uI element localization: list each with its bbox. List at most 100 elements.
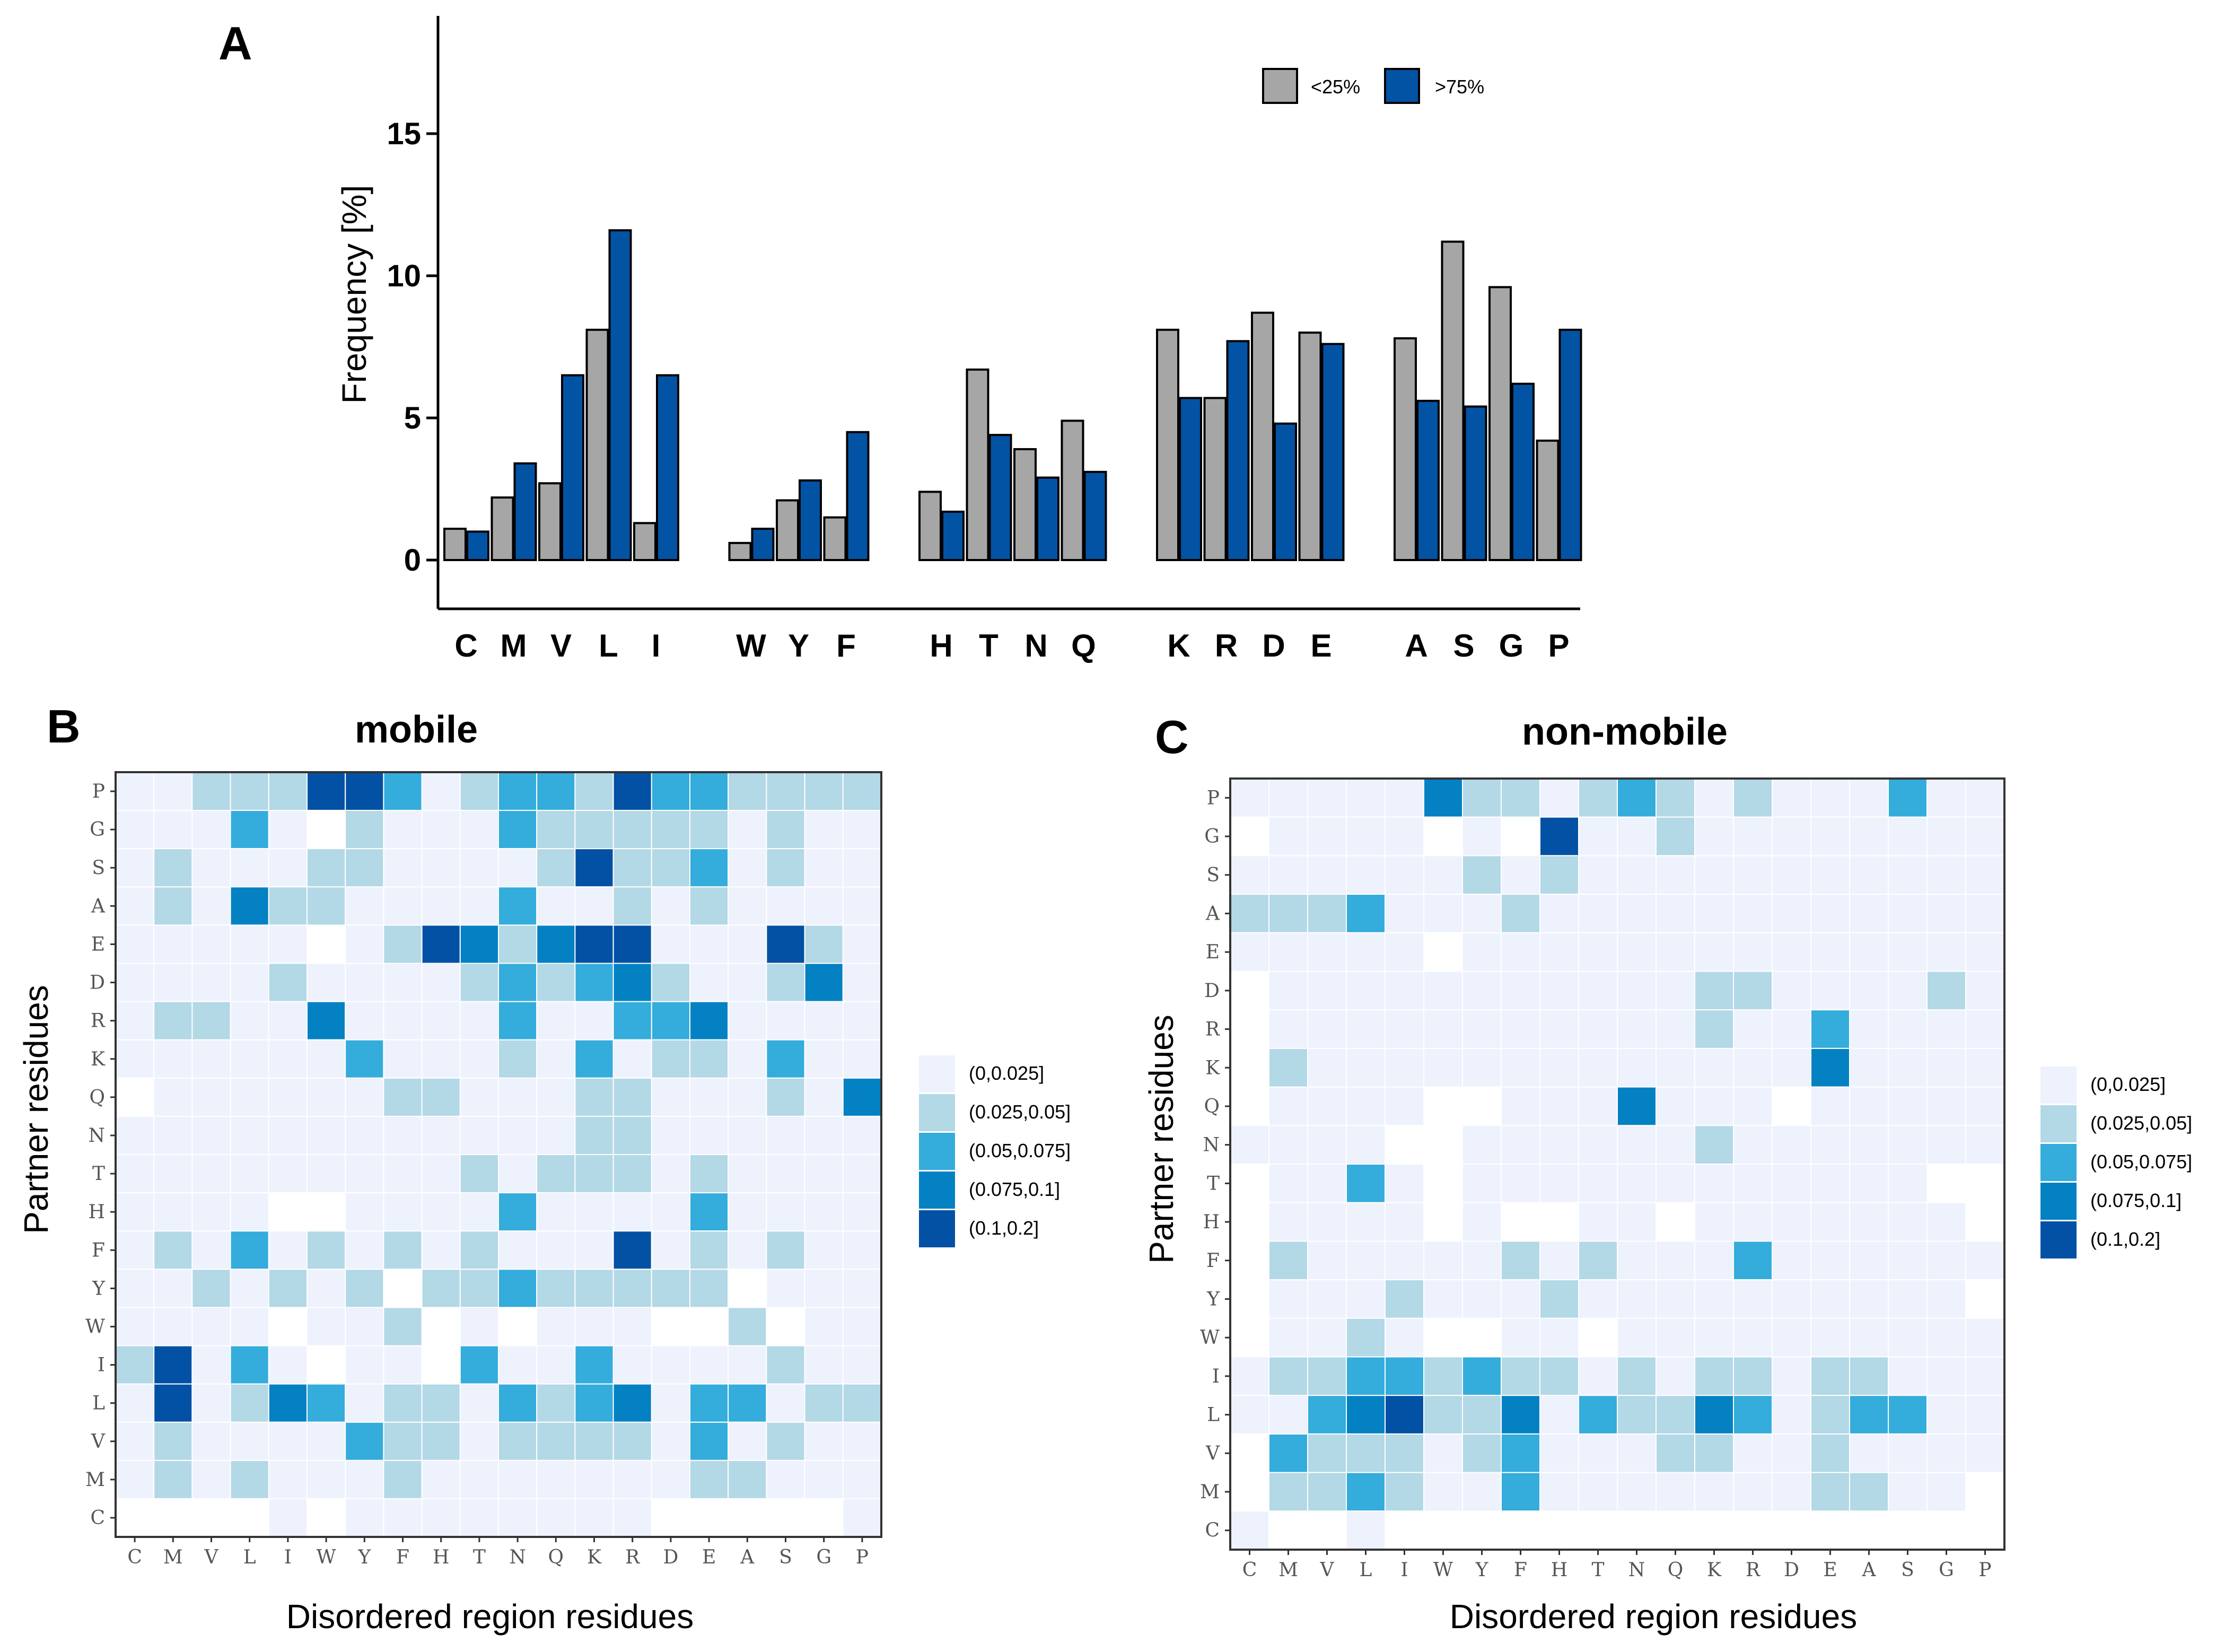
heat-cell-H-G [804, 1192, 844, 1232]
heat-cell-D-P [1965, 971, 2005, 1011]
heat-cell-K-D [1772, 1047, 1811, 1088]
heat-xtick-I: I [284, 1546, 292, 1568]
heat-ytick-T: T [92, 1163, 105, 1185]
heat-cell-G-K [574, 810, 614, 850]
heat-cell-E-W [1423, 932, 1463, 972]
heat-cell-Q-V [191, 1077, 231, 1117]
heat-cell-Q-H [421, 1077, 461, 1117]
heat-cell-R-S [1888, 1009, 1928, 1049]
heat-cell-H-G [1926, 1202, 1966, 1242]
heat-cell-M-D [651, 1459, 691, 1499]
heat-cell-W-N [498, 1307, 538, 1347]
heat-cell-G-Y [1462, 816, 1502, 856]
heat-cell-Y-D [651, 1269, 691, 1308]
heat-cell-V-L [1346, 1433, 1386, 1473]
heat-ytick-D: D [90, 972, 105, 994]
heat-cell-F-P [842, 1230, 882, 1270]
heat-cell-G-D [1772, 816, 1811, 856]
heat-cell-Y-Q [1656, 1279, 1695, 1319]
heat-cell-L-F [1501, 1395, 1540, 1435]
heat-cell-V-T [1578, 1433, 1618, 1473]
heat-cell-C-G [804, 1498, 844, 1537]
heat-cell-I-P [842, 1345, 882, 1385]
heat-cell-D-M [153, 963, 193, 1002]
heat-cell-A-V [191, 886, 231, 926]
heat-cell-K-I [268, 1039, 308, 1079]
heat-xtick-H: H [1551, 1559, 1567, 1581]
heat-cell-W-F [383, 1307, 423, 1347]
heat-cell-T-P [1965, 1164, 2005, 1203]
heat-cell-T-D [651, 1154, 691, 1194]
heat-cell-P-F [383, 772, 423, 811]
heat-cell-I-C [115, 1345, 155, 1385]
heat-xtick-D: D [1784, 1559, 1799, 1581]
heat-cell-A-I [268, 886, 308, 926]
heat-cell-Y-N [1617, 1279, 1657, 1319]
heat-cell-H-P [842, 1192, 882, 1232]
heat-ytick-G: G [1204, 826, 1220, 847]
heat-cell-F-A [728, 1230, 767, 1270]
heat-cell-M-G [804, 1459, 844, 1499]
heat-xtick-A: A [1862, 1559, 1877, 1581]
heat-cell-H-W [1423, 1202, 1463, 1242]
heat-cell-V-G [1926, 1433, 1966, 1473]
heat-cell-S-N [498, 848, 538, 888]
heat-cell-E-K [1694, 932, 1734, 972]
heat-cell-F-K [574, 1230, 614, 1270]
heat-cell-V-T [459, 1421, 499, 1461]
heat-cell-C-I [268, 1498, 308, 1537]
heat-cell-S-E [689, 848, 729, 888]
heat-cell-C-K [574, 1498, 614, 1537]
heat-cell-S-E [1810, 855, 1850, 895]
heat-cell-H-H [421, 1192, 461, 1232]
heat-cell-D-Q [536, 963, 576, 1002]
heat-cell-L-G [804, 1383, 844, 1423]
heat-cell-L-S [766, 1383, 805, 1423]
heat-cell-M-V [1307, 1472, 1347, 1512]
panel-a-xtick-Q: Q [1071, 628, 1096, 663]
heat-cell-M-Q [536, 1459, 576, 1499]
heatmap-frame [1229, 777, 2005, 1551]
heat-cell-Q-M [153, 1077, 193, 1117]
heat-cell-Y-G [1926, 1279, 1966, 1319]
heat-ytick-M: M [1200, 1481, 1220, 1503]
heat-cell-S-F [1501, 855, 1540, 895]
heat-cell-T-P [842, 1154, 882, 1194]
panel-a-xtick-E: E [1310, 628, 1332, 663]
bar-lt25-H [918, 491, 942, 561]
heat-cell-K-H [421, 1039, 461, 1079]
heat-cell-M-F [1501, 1472, 1540, 1512]
heat-ytick-Y: Y [1206, 1288, 1220, 1310]
heat-cell-M-I [268, 1459, 308, 1499]
heat-cell-G-L [230, 810, 269, 850]
heat-legend-label-2: (0.05,0.075] [2090, 1151, 2192, 1173]
heat-cell-F-S [766, 1230, 805, 1270]
heat-cell-R-K [1694, 1009, 1734, 1049]
heat-cell-I-N [498, 1345, 538, 1385]
heat-cell-H-R [612, 1192, 652, 1232]
heat-cell-H-T [1578, 1202, 1618, 1242]
heat-cell-S-T [459, 848, 499, 888]
heat-cell-N-I [1385, 1125, 1424, 1165]
heat-cell-K-D [651, 1039, 691, 1079]
heat-legend-label-0: (0,0.025] [969, 1062, 1044, 1084]
heat-cell-C-E [689, 1498, 729, 1537]
heat-cell-W-L [1346, 1317, 1386, 1358]
heat-xtick-P: P [856, 1546, 869, 1568]
heat-cell-T-Q [1656, 1164, 1695, 1203]
heat-cell-A-H [421, 886, 461, 926]
heat-cell-L-C [115, 1383, 155, 1423]
heat-cell-Q-H [1539, 1086, 1579, 1126]
heat-cell-A-R [1733, 894, 1773, 933]
heat-cell-S-Y [345, 848, 384, 888]
heat-cell-M-Y [1462, 1472, 1502, 1512]
heat-cell-I-K [1694, 1356, 1734, 1396]
heat-cell-S-L [1346, 855, 1386, 895]
heat-cell-I-D [651, 1345, 691, 1385]
bar-gt75-F [846, 431, 870, 561]
heat-cell-V-F [1501, 1433, 1540, 1473]
heat-cell-L-K [574, 1383, 614, 1423]
heat-cell-W-R [612, 1307, 652, 1347]
heat-cell-V-A [728, 1421, 767, 1461]
heat-cell-Q-Q [536, 1077, 576, 1117]
